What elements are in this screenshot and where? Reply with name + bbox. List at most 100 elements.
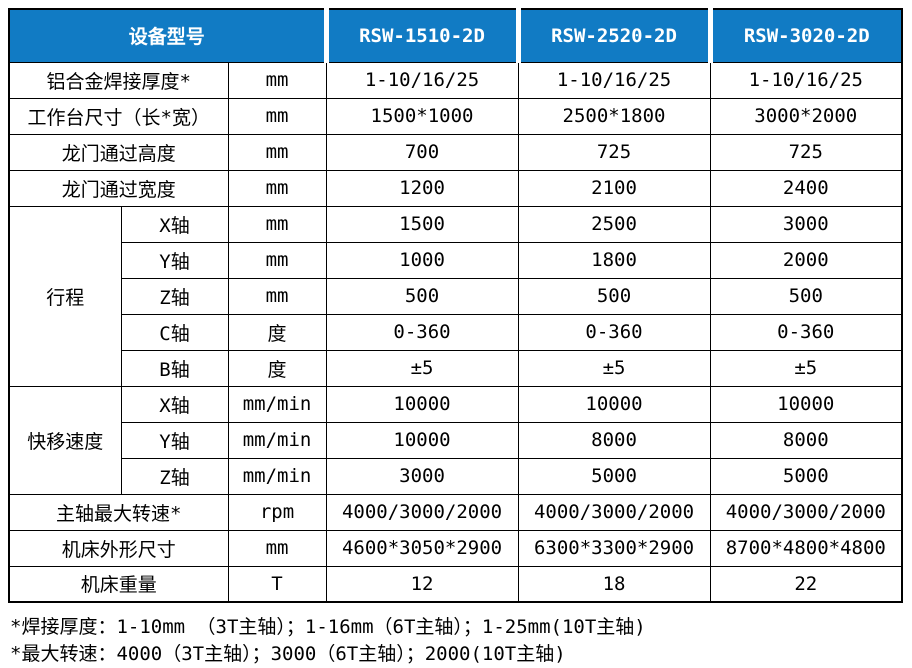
value-cell: ±5 — [709, 349, 903, 387]
footnote-weld-thickness: *焊接厚度：1-10mm （3T主轴）；1-16mm（6T主轴）；1-25mm(… — [10, 616, 646, 638]
row-label: 机床外形尺寸 — [8, 529, 229, 567]
unit-cell: mm — [227, 133, 327, 171]
axis-label: B轴 — [120, 349, 229, 387]
axis-label: Z轴 — [120, 277, 229, 315]
value-cell: 4600*3050*2900 — [325, 529, 519, 567]
unit-cell: 度 — [227, 313, 327, 351]
row-gantry-width: 龙门通过宽度 mm 1200 2100 2400 — [8, 169, 903, 207]
value-cell: 18 — [517, 565, 711, 603]
row-rapid-z: Z轴 mm/min 3000 5000 5000 — [9, 457, 903, 495]
value-cell: 2400 — [709, 169, 903, 207]
header-row: 设备型号 RSW-1510-2D RSW-2520-2D RSW-3020-2D — [8, 8, 903, 63]
value-cell: 5000 — [517, 457, 711, 495]
row-label: 工作台尺寸（长*宽） — [8, 97, 229, 135]
unit-cell: mm/min — [227, 421, 327, 459]
value-cell: 3000 — [325, 457, 519, 495]
value-cell: 2500 — [517, 205, 711, 243]
unit-cell: 度 — [227, 349, 327, 387]
footnote-max-speed: *最大转速：4000（3T主轴）；3000（6T主轴）；2000(10T主轴) — [10, 643, 566, 665]
unit-cell: mm — [227, 97, 327, 135]
value-cell: 5000 — [709, 457, 903, 495]
value-cell: 500 — [517, 277, 711, 315]
value-cell: 0-360 — [325, 313, 519, 351]
row-travel-c: C轴 度 0-360 0-360 0-360 — [9, 313, 903, 351]
spec-table: 设备型号 RSW-1510-2D RSW-2520-2D RSW-3020-2D… — [8, 8, 904, 603]
value-cell: 1800 — [517, 241, 711, 279]
row-worktable-size: 工作台尺寸（长*宽） mm 1500*1000 2500*1800 3000*2… — [8, 97, 903, 135]
value-cell: 4000/3000/2000 — [517, 493, 711, 531]
value-cell: 12 — [325, 565, 519, 603]
row-label: 主轴最大转速* — [8, 493, 229, 531]
row-travel-x: 行程 X轴 mm 1500 2500 3000 — [8, 205, 903, 387]
footnotes: *焊接厚度：1-10mm （3T主轴）；1-16mm（6T主轴）；1-25mm(… — [10, 614, 912, 668]
value-cell: 2100 — [517, 169, 711, 207]
value-cell: 500 — [709, 277, 903, 315]
unit-cell: mm — [227, 205, 327, 243]
value-cell: 2000 — [709, 241, 903, 279]
unit-cell: mm — [227, 277, 327, 315]
value-cell: 4000/3000/2000 — [325, 493, 519, 531]
axis-label: Y轴 — [120, 241, 229, 279]
value-cell: 2500*1800 — [517, 97, 711, 135]
unit-cell: mm — [227, 529, 327, 567]
row-weld-thickness: 铝合金焊接厚度* mm 1-10/16/25 1-10/16/25 1-10/1… — [8, 61, 903, 99]
value-cell: 500 — [325, 277, 519, 315]
unit-cell: T — [227, 565, 327, 603]
value-cell: 725 — [709, 133, 903, 171]
unit-cell: mm/min — [227, 457, 327, 495]
value-cell: 1500 — [325, 205, 519, 243]
unit-cell: mm/min — [227, 385, 327, 423]
row-rapid-y: Y轴 mm/min 10000 8000 8000 — [9, 421, 903, 459]
value-cell: 10000 — [517, 385, 711, 423]
row-travel-y: Y轴 mm 1000 1800 2000 — [9, 241, 903, 279]
value-cell: 1000 — [325, 241, 519, 279]
value-cell: 3000*2000 — [709, 97, 903, 135]
value-cell: 1200 — [325, 169, 519, 207]
value-cell: 0-360 — [709, 313, 903, 351]
row-machine-weight: 机床重量 T 12 18 22 — [8, 565, 903, 603]
axis-label: X轴 — [120, 385, 229, 423]
value-cell: 10000 — [325, 421, 519, 459]
unit-cell: mm — [227, 169, 327, 207]
row-gantry-height: 龙门通过高度 mm 700 725 725 — [8, 133, 903, 171]
row-travel-z: Z轴 mm 500 500 500 — [9, 277, 903, 315]
row-rapid-x: 快移速度 X轴 mm/min 10000 10000 10000 — [8, 385, 903, 495]
value-cell: ±5 — [325, 349, 519, 387]
row-label: 龙门通过宽度 — [8, 169, 229, 207]
header-model-3: RSW-3020-2D — [707, 8, 903, 63]
value-cell: 1-10/16/25 — [517, 61, 711, 99]
header-model-1: RSW-1510-2D — [323, 8, 519, 63]
header-device-model-label: 设备型号 — [8, 8, 327, 63]
group-label-travel: 行程 — [8, 205, 122, 387]
axis-label: X轴 — [120, 205, 229, 243]
group-label-rapid-speed: 快移速度 — [8, 385, 122, 495]
value-cell: 10000 — [325, 385, 519, 423]
value-cell: 700 — [325, 133, 519, 171]
value-cell: 1-10/16/25 — [709, 61, 903, 99]
row-label: 机床重量 — [8, 565, 229, 603]
unit-cell: mm — [227, 61, 327, 99]
value-cell: 0-360 — [517, 313, 711, 351]
row-travel-b: B轴 度 ±5 ±5 ±5 — [9, 349, 903, 387]
header-model-2: RSW-2520-2D — [515, 8, 711, 63]
axis-label: C轴 — [120, 313, 229, 351]
value-cell: 3000 — [709, 205, 903, 243]
row-spindle-speed: 主轴最大转速* rpm 4000/3000/2000 4000/3000/200… — [8, 493, 903, 531]
unit-cell: mm — [227, 241, 327, 279]
row-label: 龙门通过高度 — [8, 133, 229, 171]
axis-label: Z轴 — [120, 457, 229, 495]
value-cell: 10000 — [709, 385, 903, 423]
value-cell: 8000 — [709, 421, 903, 459]
value-cell: 725 — [517, 133, 711, 171]
value-cell: 4000/3000/2000 — [709, 493, 903, 531]
value-cell: 6300*3300*2900 — [517, 529, 711, 567]
value-cell: 1-10/16/25 — [325, 61, 519, 99]
axis-label: Y轴 — [120, 421, 229, 459]
unit-cell: rpm — [227, 493, 327, 531]
value-cell: 8000 — [517, 421, 711, 459]
row-machine-dimensions: 机床外形尺寸 mm 4600*3050*2900 6300*3300*2900 … — [8, 529, 903, 567]
value-cell: ±5 — [517, 349, 711, 387]
value-cell: 1500*1000 — [325, 97, 519, 135]
row-label: 铝合金焊接厚度* — [8, 61, 229, 99]
